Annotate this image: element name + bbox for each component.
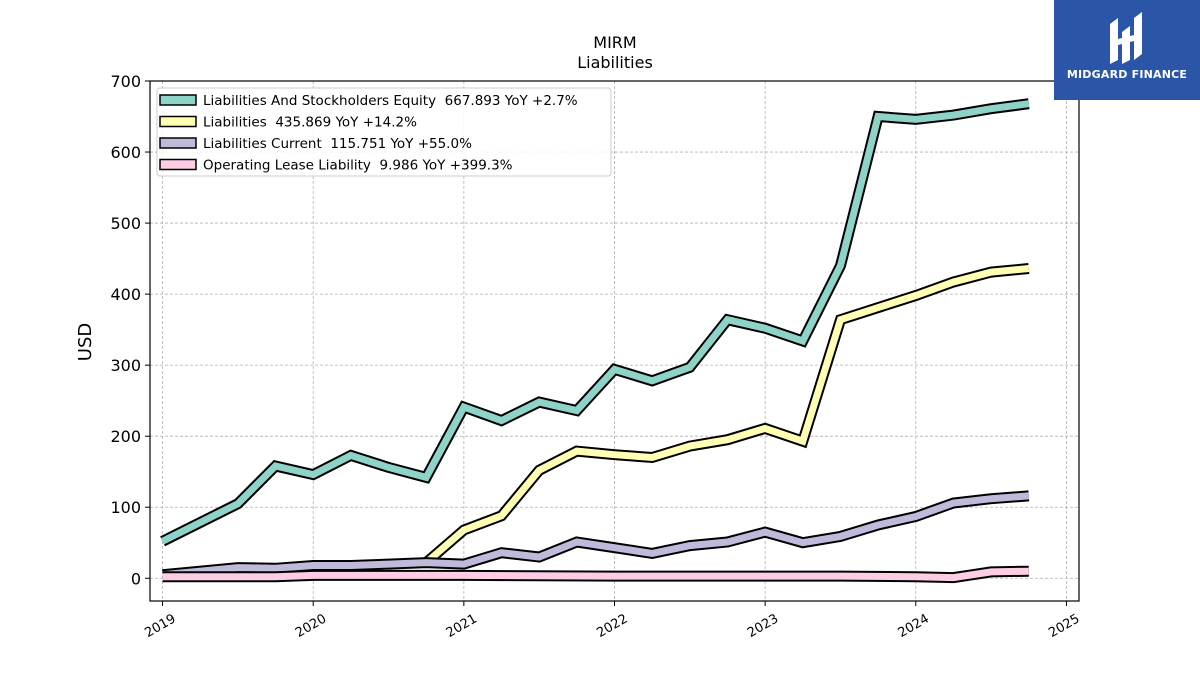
x-tick-label: 2022 xyxy=(594,611,630,641)
legend: Liabilities And Stockholders Equity 667.… xyxy=(156,87,612,177)
x-tick-label: 2020 xyxy=(293,611,329,641)
logo: MIDGARD FINANCE xyxy=(1054,0,1200,100)
y-axis-label: USD xyxy=(75,323,96,361)
y-tick-label: 600 xyxy=(110,143,141,162)
x-tick-label: 2019 xyxy=(142,611,178,641)
y-tick-label: 300 xyxy=(110,356,141,375)
legend-swatch xyxy=(159,94,197,106)
y-tick-label: 400 xyxy=(110,285,141,304)
y-tick-label: 0 xyxy=(131,569,141,588)
legend-item: Liabilities And Stockholders Equity 667.… xyxy=(159,93,578,109)
y-tick-label: 500 xyxy=(110,214,141,233)
x-tick-label: 2021 xyxy=(444,611,480,641)
y-tick-label: 700 xyxy=(110,72,141,91)
chart-title: MIRM xyxy=(593,33,636,52)
series-3 xyxy=(162,490,1030,581)
legend-box xyxy=(156,87,612,177)
logo-text: MIDGARD FINANCE xyxy=(1066,68,1188,81)
series-line xyxy=(162,492,1030,579)
legend-item: Liabilities 435.869 YoY +14.2% xyxy=(159,115,417,131)
series-line-outline xyxy=(162,490,1030,581)
series-1 xyxy=(160,98,1030,547)
legend-label: Liabilities 435.869 YoY +14.2% xyxy=(203,115,417,131)
legend-label: Operating Lease Liability 9.986 YoY +399… xyxy=(203,158,513,174)
legend-label: Liabilities And Stockholders Equity 667.… xyxy=(203,93,578,109)
series-lines xyxy=(160,98,1030,584)
series-4 xyxy=(162,565,1029,584)
legend-swatch xyxy=(159,115,197,128)
legend-swatch xyxy=(159,137,197,149)
legend-swatch xyxy=(159,158,197,171)
y-tick-label: 100 xyxy=(110,498,141,517)
legend-item: Operating Lease Liability 9.986 YoY +399… xyxy=(159,158,513,174)
midgard-logo-icon xyxy=(1110,12,1142,64)
chart-subtitle: Liabilities xyxy=(577,53,653,72)
x-tick-label: 2024 xyxy=(896,611,932,641)
series-line xyxy=(162,567,1029,582)
legend-label: Liabilities Current 115.751 YoY +55.0% xyxy=(203,136,472,152)
series-line xyxy=(161,100,1030,545)
x-tick-label: 2025 xyxy=(1046,611,1082,641)
y-tick-label: 200 xyxy=(110,427,141,446)
legend-item: Liabilities Current 115.751 YoY +55.0% xyxy=(159,136,472,152)
x-tick-label: 2023 xyxy=(745,611,781,641)
series-line xyxy=(423,265,1030,566)
series-2 xyxy=(422,263,1030,567)
